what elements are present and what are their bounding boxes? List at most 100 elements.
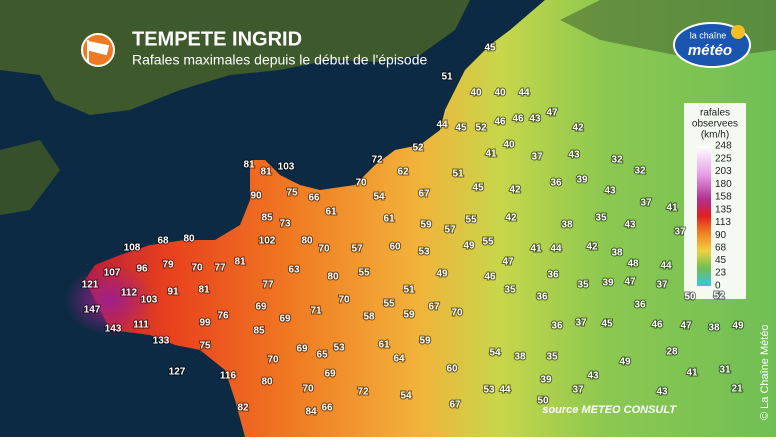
station-value: 50 [537,396,549,407]
brittany-peak [65,265,155,335]
station-value: 31 [719,365,731,376]
ireland [0,140,60,215]
station-value: 68 [157,236,169,247]
station-value: 43 [624,220,636,231]
station-value: 81 [260,167,272,178]
station-value: 41 [686,368,698,379]
station-value: 44 [499,385,511,396]
station-value: 38 [561,220,573,231]
station-value: 64 [393,354,405,365]
station-value: 49 [619,357,631,368]
station-value: 49 [732,321,744,332]
logo-sun [731,25,745,39]
station-value: 121 [82,280,99,291]
station-value: 52 [412,143,424,154]
station-value: 65 [316,350,328,361]
station-value: 49 [436,269,448,280]
station-value: 41 [530,244,542,255]
station-value: 42 [572,123,584,134]
station-value: 39 [540,375,552,386]
station-value: 46 [484,272,496,283]
station-value: 72 [371,155,383,166]
station-value: 60 [389,242,401,253]
station-value: 35 [595,213,607,224]
station-value: 43 [529,114,541,125]
station-value: 40 [503,140,515,151]
station-value: 67 [418,189,430,200]
station-value: 48 [627,259,639,270]
station-value: 54 [489,348,501,359]
station-value: 75 [199,341,211,352]
legend-tick-label: 90 [715,230,727,241]
station-value: 55 [358,268,370,279]
station-value: 80 [261,377,273,388]
legend-scale [697,146,711,286]
station-value: 70 [338,295,350,306]
subtitle: Rafales maximales depuis le début de l'é… [132,52,428,68]
station-value: 62 [397,167,409,178]
station-value: 90 [250,191,262,202]
logo-text: météo [688,42,732,59]
station-value: 45 [455,123,467,134]
station-value: 96 [136,264,148,275]
station-value: 43 [568,150,580,161]
station-value: 85 [253,326,265,337]
station-value: 37 [572,385,584,396]
station-value: 59 [420,220,432,231]
station-value: 55 [482,237,494,248]
station-value: 37 [674,227,686,238]
station-value: 52 [475,123,487,134]
logo-text: la chaîne [690,30,727,40]
station-value: 52 [713,291,725,302]
station-value: 79 [162,260,174,271]
station-value: 44 [550,244,562,255]
station-value: 70 [355,178,367,189]
station-value: 73 [279,219,291,230]
station-value: 77 [214,263,226,274]
station-value: 71 [310,306,322,317]
station-value: 44 [660,261,672,272]
station-value: 67 [449,400,461,411]
station-value: 70 [267,355,279,366]
station-value: 80 [183,234,195,245]
station-value: 69 [296,344,308,355]
legend-tick-label: 203 [715,166,732,177]
station-value: 112 [121,288,138,299]
station-value: 37 [531,152,543,163]
station-value: 102 [259,236,276,247]
legend-tick-label: 135 [715,204,732,215]
legend-tick-label: 113 [715,217,731,228]
station-value: 59 [419,336,431,347]
station-value: 39 [576,175,588,186]
england [0,0,470,115]
station-value: 70 [302,384,314,395]
station-value: 36 [547,270,559,281]
station-value: 82 [237,403,249,414]
station-value: 49 [463,241,475,252]
legend-tick-label: 68 [715,242,727,253]
station-value: 47 [546,108,558,119]
station-value: 45 [601,319,613,330]
station-value: 58 [363,312,375,323]
station-value: 143 [105,324,122,335]
station-value: 72 [357,387,369,398]
station-value: 61 [383,214,395,225]
title: TEMPETE INGRID [132,28,302,50]
station-value: 75 [286,188,298,199]
station-value: 127 [169,367,186,378]
station-value: 147 [84,305,101,316]
station-value: 133 [153,336,170,347]
station-value: 53 [418,247,430,258]
legend-tick-label: 45 [715,255,727,266]
station-value: 69 [324,369,336,380]
station-value: 103 [278,162,295,173]
station-value: 59 [403,310,415,321]
station-value: 111 [133,320,149,331]
station-value: 46 [651,320,663,331]
station-value: 44 [518,88,530,99]
station-value: 61 [325,207,337,218]
station-value: 40 [470,88,482,99]
station-value: 36 [634,300,646,311]
station-value: 77 [262,280,274,291]
